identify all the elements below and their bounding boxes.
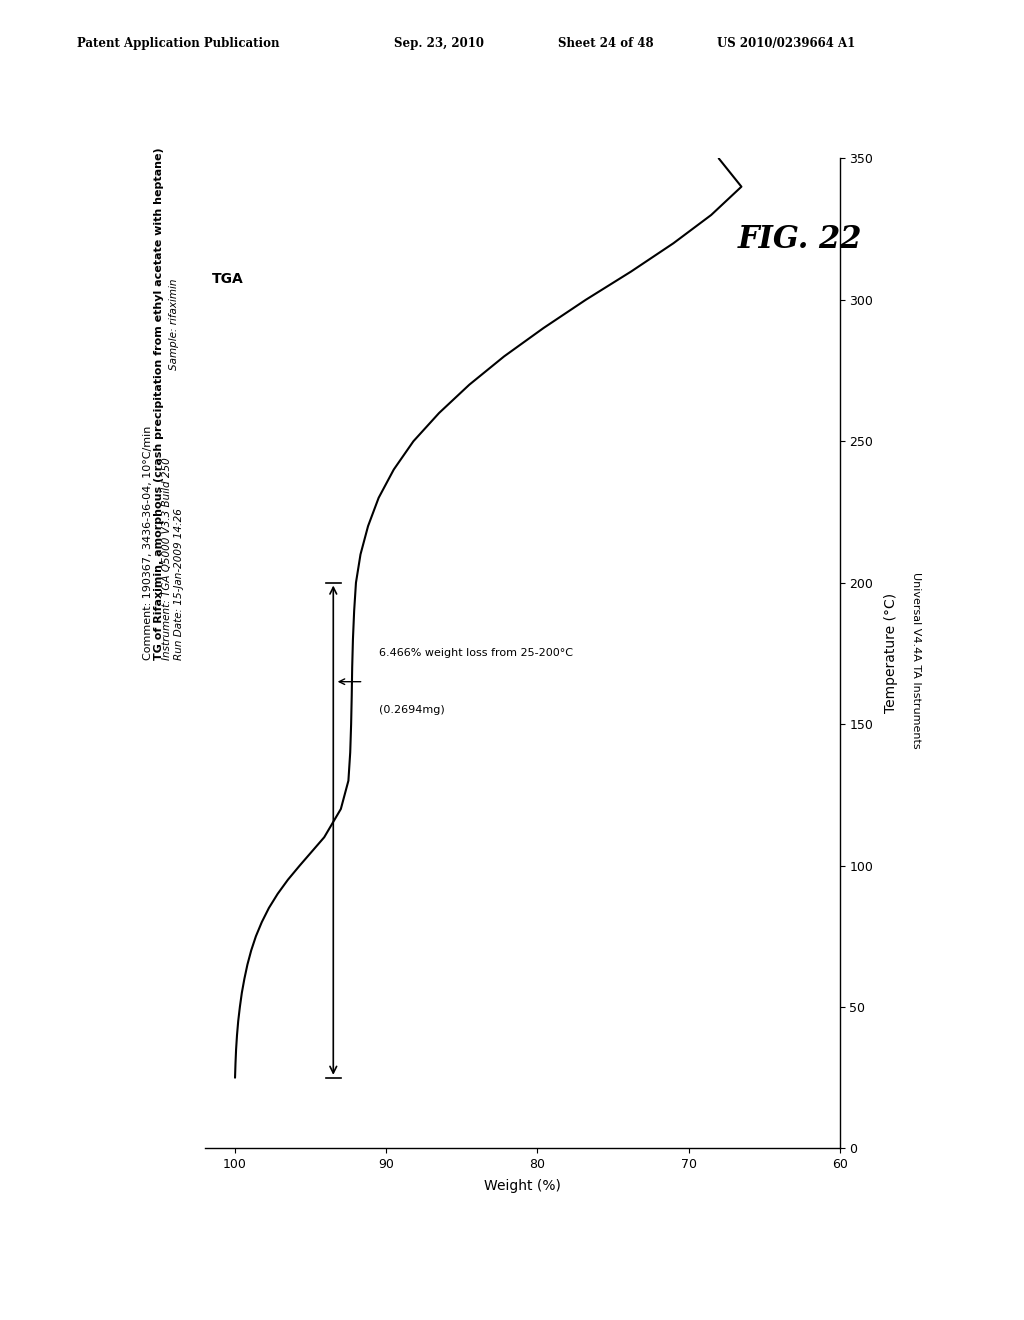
Text: TG of Rifaximin, amorphous (crash precipitation from ethyl acetate with heptane): TG of Rifaximin, amorphous (crash precip… (154, 148, 164, 660)
Text: (0.2694mg): (0.2694mg) (379, 705, 444, 715)
Text: Universal V4.4A TA Instruments: Universal V4.4A TA Instruments (911, 572, 922, 748)
Text: Sheet 24 of 48: Sheet 24 of 48 (558, 37, 653, 50)
Text: TGA: TGA (212, 272, 244, 285)
Text: FIG. 22: FIG. 22 (737, 224, 862, 255)
Text: Patent Application Publication: Patent Application Publication (77, 37, 280, 50)
Y-axis label: Temperature (°C): Temperature (°C) (885, 593, 898, 714)
Text: 6.466% weight loss from 25-200°C: 6.466% weight loss from 25-200°C (379, 648, 572, 659)
X-axis label: Weight (%): Weight (%) (483, 1180, 561, 1193)
Text: Instrument: TGA Q5000 V3.3 Build 250: Instrument: TGA Q5000 V3.3 Build 250 (162, 457, 172, 660)
Text: Comment: 190367, 3436-36-04, 10°C/min: Comment: 190367, 3436-36-04, 10°C/min (143, 425, 154, 660)
Text: Sample: rifaximin: Sample: rifaximin (169, 279, 179, 370)
Text: Sep. 23, 2010: Sep. 23, 2010 (394, 37, 484, 50)
Text: US 2010/0239664 A1: US 2010/0239664 A1 (717, 37, 855, 50)
Text: Run Date: 15-Jan-2009 14:26: Run Date: 15-Jan-2009 14:26 (174, 508, 184, 660)
